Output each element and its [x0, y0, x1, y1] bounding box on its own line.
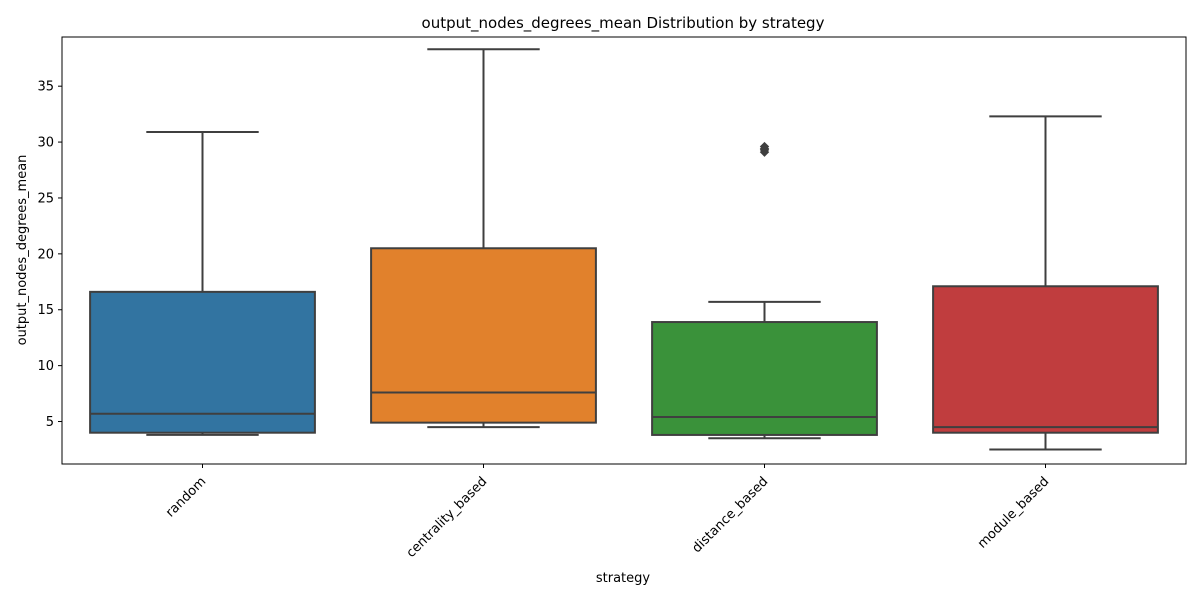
box-iqr: [89, 290, 316, 434]
x-axis: random centrality_based distance_based modu…: [163, 464, 1052, 561]
outlier-point: [759, 141, 770, 152]
box-iqr: [932, 285, 1159, 434]
box-group-distance_based: [651, 141, 878, 440]
box-iqr: [370, 247, 597, 424]
plot-area: [89, 48, 1159, 451]
box-group-centrality_based: [370, 48, 597, 429]
x-tick-label: module_based: [975, 474, 1052, 551]
y-tick-label: 25: [37, 191, 54, 206]
y-tick-label: 35: [37, 80, 54, 95]
box-group-random: [89, 131, 316, 436]
y-tick-label: 15: [37, 303, 54, 318]
chart-title: output_nodes_degrees_mean Distribution b…: [422, 14, 825, 33]
x-tick-label: random: [163, 474, 209, 520]
y-tick-label: 5: [46, 415, 54, 430]
x-tick-label: centrality_based: [404, 474, 491, 561]
y-tick-label: 20: [37, 247, 54, 262]
x-tick-label: distance_based: [689, 474, 771, 556]
box-group-module_based: [932, 115, 1159, 451]
y-axis: 5 10 15 20 25 30 35: [37, 80, 62, 430]
plot-frame: [61, 36, 1187, 465]
y-tick-label: 30: [37, 136, 54, 151]
x-axis-label: strategy: [596, 571, 651, 586]
y-axis-label: output_nodes_degrees_mean: [15, 155, 30, 346]
y-tick-label: 10: [37, 359, 54, 374]
